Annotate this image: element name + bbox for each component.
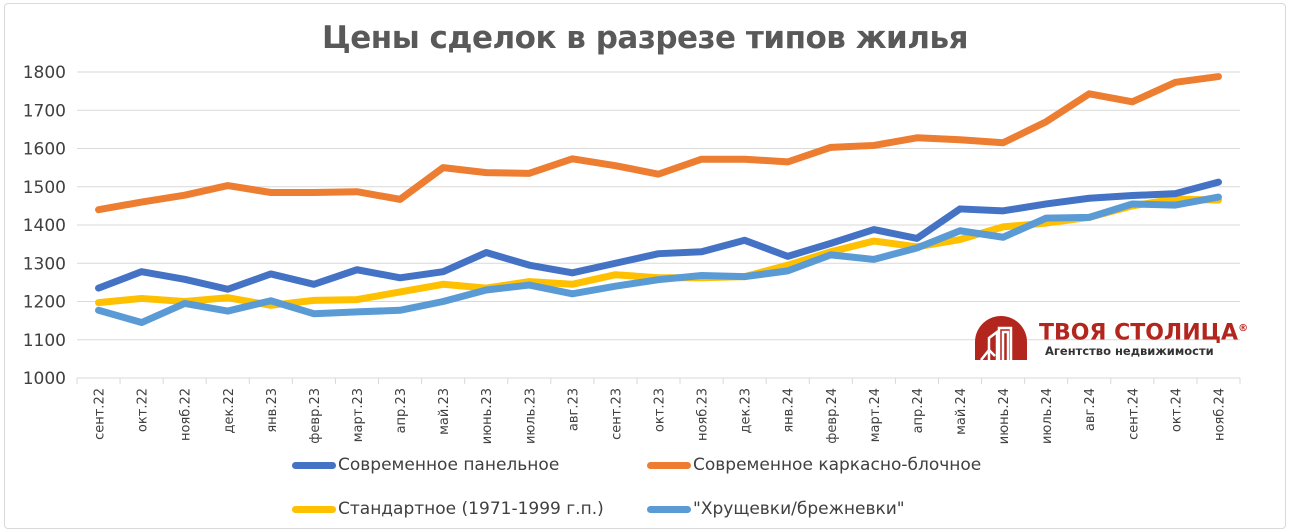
- x-tick-label: авг.23: [566, 388, 581, 431]
- x-tick-label: авг.24: [1083, 388, 1098, 431]
- x-tick-label: янв.23: [265, 388, 280, 433]
- y-tick-label: 1500: [23, 178, 66, 198]
- x-tick-label: апр.24: [911, 388, 926, 433]
- legend-swatch: [647, 505, 691, 513]
- series-line-3: [95, 178, 1222, 293]
- x-tick-label: нояб.23: [696, 388, 711, 441]
- y-tick-label: 1800: [23, 63, 66, 83]
- logo-tagline: Агентство недвижимости: [1045, 344, 1214, 359]
- legend-label: Стандартное (1971-1999 г.п.): [338, 499, 604, 519]
- y-tick-label: 1100: [23, 331, 66, 351]
- x-tick-label: окт.22: [136, 388, 151, 432]
- company-logo: ТВОЯ СТОЛИЦА® Агентство недвижимости: [975, 316, 1248, 360]
- x-tick-label: дек.22: [222, 388, 237, 434]
- y-tick-label: 1600: [23, 140, 66, 160]
- x-tick-label: июнь.23: [480, 388, 495, 444]
- legend-item-standard: Стандартное (1971-1999 г.п.): [292, 499, 604, 519]
- legend-swatch: [292, 505, 336, 513]
- legend-swatch: [647, 461, 691, 469]
- x-tick-label: май.24: [954, 388, 969, 435]
- x-tick-label: дек.23: [739, 388, 754, 434]
- building-logo-icon: [975, 316, 1027, 360]
- y-tick-label: 1200: [23, 293, 66, 313]
- y-tick-label: 1700: [23, 101, 66, 121]
- y-tick-label: 1400: [23, 216, 66, 236]
- x-tick-label: окт.24: [1169, 388, 1184, 432]
- x-tick-label: июнь.24: [997, 388, 1012, 444]
- y-tick-label: 1300: [23, 254, 66, 274]
- logo-registered: ®: [1238, 322, 1249, 334]
- x-tick-label: июль.23: [523, 388, 538, 444]
- legend-item-frame-block: Современное каркасно-блочное: [647, 455, 981, 475]
- x-tick-label: март.24: [868, 388, 883, 442]
- y-tick-label: 1000: [23, 369, 66, 389]
- x-tick-label: сент.23: [609, 388, 624, 440]
- x-tick-label: нояб.24: [1212, 388, 1227, 441]
- x-tick-label: апр.23: [394, 388, 409, 433]
- legend-label: Современное каркасно-блочное: [693, 455, 982, 475]
- x-tick-label: март.23: [351, 388, 366, 442]
- x-tick-label: янв.24: [782, 388, 797, 433]
- legend-swatch: [292, 461, 336, 469]
- chart-frame: [4, 3, 1286, 529]
- series-line-2: [95, 193, 1222, 327]
- chart-title: Цены сделок в разрезе типов жилья: [322, 20, 968, 56]
- legend-item-panel: Современное панельное: [292, 455, 559, 475]
- x-tick-label: сент.22: [93, 388, 108, 440]
- x-tick-label: июль.24: [1040, 388, 1055, 444]
- legend-item-khrushchevki: "Хрущевки/брежневки": [647, 499, 905, 519]
- legend-label: Современное панельное: [338, 455, 560, 475]
- x-tick-label: февр.24: [825, 388, 840, 444]
- x-tick-label: окт.23: [653, 388, 668, 432]
- x-tick-label: февр.23: [308, 388, 323, 444]
- logo-name: ТВОЯ СТОЛИЦА: [1039, 320, 1239, 346]
- series-line-0: [95, 73, 1222, 214]
- x-tick-label: нояб.22: [179, 388, 194, 441]
- legend-label: "Хрущевки/брежневки": [693, 499, 905, 519]
- x-tick-label: сент.24: [1126, 388, 1141, 440]
- x-tick-label: май.23: [437, 388, 452, 435]
